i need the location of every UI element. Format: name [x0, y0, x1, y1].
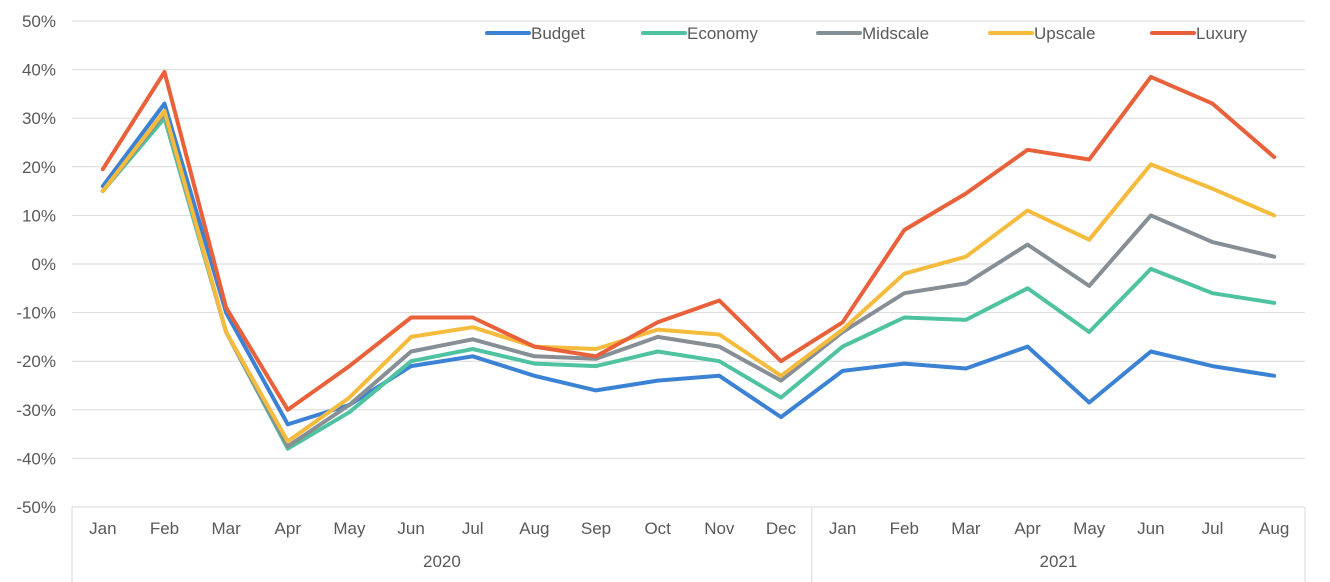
x-tick-label: Jul [462, 519, 484, 538]
x-tick-label: Aug [1259, 519, 1289, 538]
x-tick-label: Mar [951, 519, 981, 538]
series-line-midscale [100, 111, 1277, 449]
legend: Budget Economy Midscale Upscale Luxury [485, 24, 1248, 43]
series-lines [100, 70, 1277, 451]
legend-label-budget: Budget [531, 24, 585, 43]
x-tick-label: Jun [397, 519, 424, 538]
legend-label-midscale: Midscale [862, 24, 929, 43]
y-tick-label: -10% [16, 304, 56, 323]
year-label: 2020 [423, 552, 461, 571]
x-tick-label: Apr [275, 519, 302, 538]
x-tick-label: Mar [211, 519, 241, 538]
y-tick-label: -40% [16, 449, 56, 468]
y-tick-label: 10% [22, 206, 56, 225]
y-tick-label: 50% [22, 12, 56, 31]
gridlines [72, 20, 1305, 508]
series-line-upscale [100, 108, 1277, 444]
x-tick-label: Sep [581, 519, 611, 538]
y-tick-label: 0% [31, 255, 56, 274]
legend-label-luxury: Luxury [1196, 24, 1248, 43]
y-tick-label: 30% [22, 109, 56, 128]
series-line-luxury [100, 70, 1277, 412]
x-tick-label: Jan [89, 519, 116, 538]
x-tick-label: Feb [150, 519, 179, 538]
x-tick-label: May [333, 519, 366, 538]
x-tick-label: Jan [829, 519, 856, 538]
x-tick-label: Jun [1137, 519, 1164, 538]
x-tick-label: Oct [644, 519, 671, 538]
legend-label-economy: Economy [687, 24, 758, 43]
axes: -50% -40% -30% -20% -10% 0% 10% 20% 30% 40% 50% Jan… [16, 12, 1306, 582]
series-line-economy [100, 116, 1277, 451]
year-label: 2021 [1039, 552, 1077, 571]
y-tick-label: 20% [22, 158, 56, 177]
y-tick-label: -50% [16, 498, 56, 517]
y-tick-label: 40% [22, 61, 56, 80]
x-tick-label: Aug [519, 519, 549, 538]
x-tick-label: Dec [766, 519, 797, 538]
y-tick-label: -20% [16, 352, 56, 371]
series-line-budget [100, 101, 1277, 427]
x-tick-label: Apr [1014, 519, 1041, 538]
x-tick-label: May [1073, 519, 1106, 538]
x-tick-label: Jul [1202, 519, 1224, 538]
x-tick-label: Nov [704, 519, 735, 538]
x-tick-label: Feb [890, 519, 919, 538]
legend-label-upscale: Upscale [1034, 24, 1095, 43]
y-tick-label: -30% [16, 401, 56, 420]
